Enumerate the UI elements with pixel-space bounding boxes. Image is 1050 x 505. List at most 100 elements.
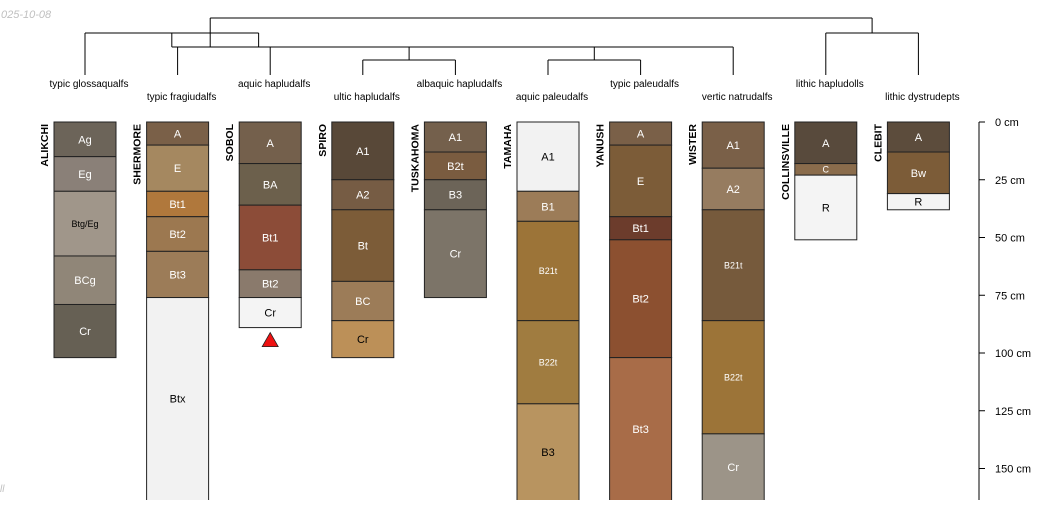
horizon-clebit-a bbox=[886, 121, 950, 153]
profile-shermore: A E Bt1 Bt2 Bt3 Btx SHERMORE bbox=[132, 121, 210, 503]
horizon-label: Bt3 bbox=[632, 424, 649, 436]
horizon-collinsville-a bbox=[794, 121, 858, 165]
horizon-label: Btg/Eg bbox=[71, 219, 98, 229]
horizon-label: B3 bbox=[541, 447, 554, 459]
horizon-sobol-cr bbox=[238, 297, 302, 329]
horizon-label: B2t bbox=[447, 161, 464, 173]
profiles: Ag Eg Btg/Eg BCg Cr ALIKCHI A E Bt1 Bt2 Bt3 Btx SHER… bbox=[39, 121, 950, 503]
profile-wister: A1 A2 B21t B22t Cr WISTER bbox=[687, 121, 765, 503]
horizon-label: Bt1 bbox=[169, 199, 186, 211]
horizon-label: B21t bbox=[539, 266, 558, 276]
horizon-tamaha-b21t bbox=[516, 220, 580, 322]
profile-clebit: A Bw R CLEBIT bbox=[872, 121, 950, 211]
horizon-label: B3 bbox=[449, 190, 462, 202]
horizon-label: Bt1 bbox=[262, 232, 279, 244]
horizon-label: Bt2 bbox=[632, 294, 649, 306]
horizon-tamaha-b3 bbox=[516, 403, 580, 503]
horizon-label: Cr bbox=[450, 249, 462, 261]
horizon-label: B21t bbox=[724, 260, 743, 270]
horizon-label: A bbox=[267, 138, 275, 150]
depth-tick-label: 150 cm bbox=[995, 464, 1031, 476]
horizon-spiro-bt bbox=[331, 209, 395, 282]
profile-collinsville: A C R COLLINSVILLE bbox=[780, 121, 858, 241]
horizon-label: Bt bbox=[358, 241, 368, 253]
horizon-yanush-bt3 bbox=[609, 357, 673, 503]
profile-name: WISTER bbox=[687, 124, 699, 165]
horizon-alikchi-bcg bbox=[53, 255, 117, 305]
horizon-tuskahoma-a1 bbox=[423, 121, 487, 153]
horizon-label: A2 bbox=[356, 190, 369, 202]
horizon-spiro-a2 bbox=[331, 179, 395, 211]
horizon-label: Bt1 bbox=[632, 223, 649, 235]
depth-tick-label: 125 cm bbox=[995, 406, 1031, 418]
horizon-tamaha-a1 bbox=[516, 121, 580, 192]
horizon-label: A2 bbox=[726, 184, 739, 196]
horizon-label: Eg bbox=[78, 169, 91, 181]
horizon-sobol-bt2 bbox=[238, 269, 302, 299]
profile-yanush: A E Bt1 Bt2 Bt3 YANUSH bbox=[595, 121, 673, 503]
horizon-label: Cr bbox=[727, 462, 739, 474]
horizon-label: A bbox=[637, 129, 645, 141]
horizon-tuskahoma-cr bbox=[423, 209, 487, 299]
taxon-label-tamaha: aquic paleudalfs bbox=[516, 92, 588, 103]
horizon-label: E bbox=[174, 163, 181, 175]
profile-name: ALIKCHI bbox=[39, 124, 51, 167]
profile-tamaha: A1 B1 B21t B22t B3 TAMAHA bbox=[502, 121, 580, 503]
profile-sobol: A BA Bt1 Bt2 Cr SOBOL bbox=[224, 121, 302, 347]
horizon-label: E bbox=[637, 176, 644, 188]
horizon-label: Bw bbox=[911, 168, 926, 180]
horizon-label: A bbox=[174, 129, 182, 141]
horizon-sobol-a bbox=[238, 121, 302, 165]
horizon-wister-a1 bbox=[701, 121, 765, 169]
horizon-label: Bt2 bbox=[262, 279, 279, 291]
horizon-label: BCg bbox=[74, 275, 95, 287]
horizon-shermore-bt3 bbox=[146, 250, 210, 299]
horizon-sobol-ba bbox=[238, 163, 302, 206]
horizon-label: A bbox=[915, 132, 923, 144]
profile-name: SHERMORE bbox=[132, 124, 144, 185]
horizon-label: C bbox=[823, 165, 830, 175]
horizon-spiro-cr bbox=[331, 320, 395, 359]
profile-name: SPIRO bbox=[317, 124, 329, 157]
taxon-label-shermore: typic fragiudalfs bbox=[147, 92, 216, 103]
taxon-label-spiro: ultic hapludalfs bbox=[334, 92, 400, 103]
horizon-label: A1 bbox=[541, 152, 554, 164]
horizon-shermore-btx bbox=[146, 297, 210, 503]
horizon-label: Btx bbox=[170, 394, 186, 406]
taxon-label-tuskahoma: albaquic hapludalfs bbox=[417, 79, 503, 90]
horizon-label: R bbox=[914, 197, 922, 209]
horizon-label: B1 bbox=[541, 201, 554, 213]
horizon-label: Cr bbox=[264, 308, 276, 320]
horizon-label: B22t bbox=[724, 372, 743, 382]
taxon-label-collinsville: lithic hapludolls bbox=[796, 79, 864, 90]
depth-tick-label: 0 cm bbox=[995, 117, 1019, 129]
horizon-label: A1 bbox=[726, 140, 739, 152]
horizon-label: Ag bbox=[78, 134, 91, 146]
horizon-shermore-bt2 bbox=[146, 216, 210, 252]
horizon-spiro-bc bbox=[331, 280, 395, 322]
horizon-tuskahoma-b3 bbox=[423, 179, 487, 211]
profile-name: TUSKAHOMA bbox=[409, 124, 421, 193]
horizon-label: A1 bbox=[449, 132, 462, 144]
horizon-alikchi-cr bbox=[53, 303, 117, 359]
horizon-wister-cr bbox=[701, 433, 765, 503]
horizon-spiro-a1 bbox=[331, 121, 395, 181]
horizon-wister-a2 bbox=[701, 167, 765, 211]
profile-name: CLEBIT bbox=[872, 123, 884, 162]
profile-name: YANUSH bbox=[595, 124, 607, 167]
profile-name: TAMAHA bbox=[502, 124, 514, 169]
profile-name: COLLINSVILLE bbox=[780, 124, 792, 200]
horizon-label: A1 bbox=[356, 146, 369, 158]
horizon-tamaha-b22t bbox=[516, 320, 580, 405]
taxon-label-wister: vertic natrudalfs bbox=[702, 92, 773, 103]
horizon-label: Bt2 bbox=[169, 229, 186, 241]
corner-date: 025-10-08 bbox=[1, 9, 52, 21]
horizon-shermore-bt1 bbox=[146, 190, 210, 218]
horizon-label: Cr bbox=[79, 326, 91, 338]
horizon-label: BC bbox=[355, 296, 370, 308]
horizon-clebit-r bbox=[886, 193, 950, 211]
taxon-label-alikchi: typic glossaqualfs bbox=[50, 79, 129, 90]
depth-tick-label: 100 cm bbox=[995, 348, 1031, 360]
